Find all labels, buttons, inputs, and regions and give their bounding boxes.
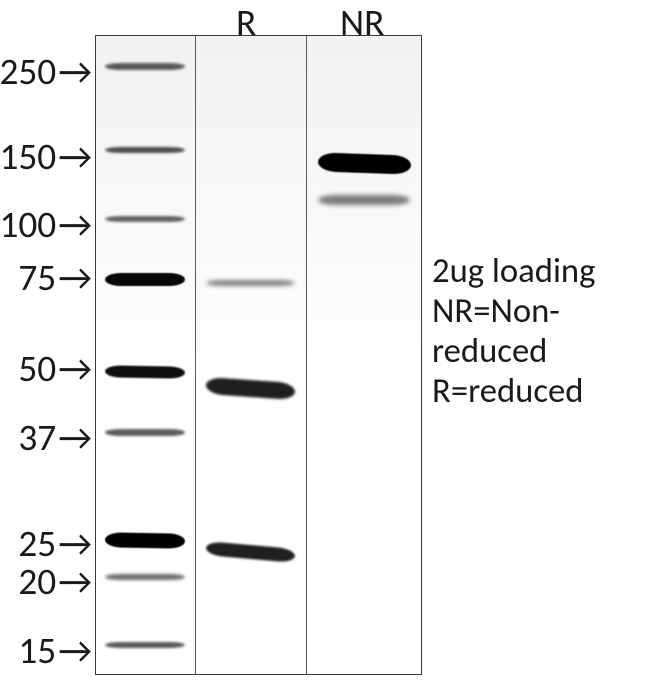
mw-value: 250 [0, 49, 56, 95]
mw-marker-label: 75→ [18, 255, 92, 301]
gel-figure: { "figure": { "width_px": 650, "height_p… [0, 0, 650, 684]
mw-value: 15 [18, 628, 56, 674]
column-header-nr: NR [340, 0, 384, 46]
gel-band [105, 216, 185, 222]
arrow-right-icon: → [58, 346, 92, 392]
mw-value: 50 [18, 346, 56, 392]
mw-marker-label: 37→ [18, 415, 92, 461]
arrow-right-icon: → [58, 559, 92, 605]
mw-value: 20 [18, 559, 56, 605]
mw-marker-label: 250→ [0, 49, 92, 95]
gel-band [105, 273, 185, 286]
legend-line: reduced [432, 330, 547, 372]
column-header-r: R [236, 0, 256, 46]
arrow-right-icon: → [58, 415, 92, 461]
legend-line: NR=Non- [432, 290, 560, 332]
mw-value: 75 [18, 255, 56, 301]
legend-line: R=reduced [432, 370, 583, 412]
mw-value: 150 [0, 134, 56, 180]
mw-marker-label: 100→ [0, 202, 92, 248]
gel-band [105, 642, 185, 648]
arrow-right-icon: → [58, 255, 92, 301]
arrow-right-icon: → [58, 49, 92, 95]
mw-marker-label: 150→ [0, 134, 92, 180]
arrow-right-icon: → [58, 628, 92, 674]
mw-value: 100 [0, 202, 56, 248]
gel-band [105, 365, 185, 378]
gel-band [105, 63, 185, 70]
mw-marker-label: 50→ [18, 346, 92, 392]
mw-marker-label: 20→ [18, 559, 92, 605]
mw-marker-label: 15→ [18, 628, 92, 674]
arrow-right-icon: → [58, 134, 92, 180]
lane-divider [195, 35, 196, 675]
gel-band [105, 574, 185, 580]
gel-band [206, 280, 295, 286]
mw-value: 37 [18, 415, 56, 461]
gel-band [105, 147, 185, 153]
gel-band [105, 429, 185, 436]
legend-line: 2ug loading [432, 250, 595, 292]
lane-divider [306, 35, 307, 675]
gel-band [318, 152, 411, 174]
gel-band [318, 195, 411, 205]
arrow-right-icon: → [58, 202, 92, 248]
gel-band [105, 532, 185, 548]
